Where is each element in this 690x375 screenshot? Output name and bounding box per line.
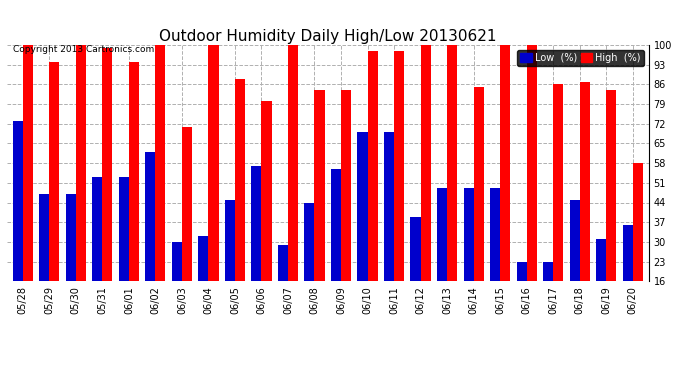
Bar	[543, 262, 553, 326]
Bar	[473, 87, 484, 326]
Bar	[304, 202, 315, 326]
Bar	[92, 177, 102, 326]
Bar	[622, 225, 633, 326]
Bar	[146, 152, 155, 326]
Bar	[580, 82, 590, 326]
Bar	[633, 163, 643, 326]
Bar	[198, 236, 208, 326]
Bar	[12, 121, 23, 326]
Bar	[596, 239, 607, 326]
Bar	[208, 45, 219, 326]
Bar	[341, 90, 351, 326]
Bar	[394, 51, 404, 326]
Bar	[39, 194, 49, 326]
Bar	[251, 166, 262, 326]
Bar	[23, 45, 33, 326]
Bar	[517, 262, 526, 326]
Bar	[66, 194, 76, 326]
Text: Copyright 2013 Cartronics.com: Copyright 2013 Cartronics.com	[13, 45, 155, 54]
Bar	[315, 90, 324, 326]
Bar	[421, 45, 431, 326]
Bar	[357, 132, 368, 326]
Bar	[526, 45, 537, 326]
Bar	[411, 217, 421, 326]
Bar	[447, 45, 457, 326]
Legend: Low  (%), High  (%): Low (%), High (%)	[517, 50, 644, 66]
Bar	[235, 79, 245, 326]
Bar	[49, 62, 59, 326]
Bar	[225, 200, 235, 326]
Bar	[119, 177, 129, 326]
Bar	[262, 101, 272, 326]
Title: Outdoor Humidity Daily High/Low 20130621: Outdoor Humidity Daily High/Low 20130621	[159, 29, 497, 44]
Bar	[278, 245, 288, 326]
Bar	[76, 45, 86, 326]
Bar	[129, 62, 139, 326]
Bar	[172, 242, 182, 326]
Bar	[288, 45, 298, 326]
Bar	[553, 84, 563, 326]
Bar	[500, 45, 510, 326]
Bar	[569, 200, 580, 326]
Bar	[182, 127, 192, 326]
Bar	[464, 188, 473, 326]
Bar	[102, 48, 112, 326]
Bar	[384, 132, 394, 326]
Bar	[490, 188, 500, 326]
Bar	[368, 51, 377, 326]
Bar	[155, 45, 166, 326]
Bar	[607, 90, 616, 326]
Bar	[331, 169, 341, 326]
Bar	[437, 188, 447, 326]
